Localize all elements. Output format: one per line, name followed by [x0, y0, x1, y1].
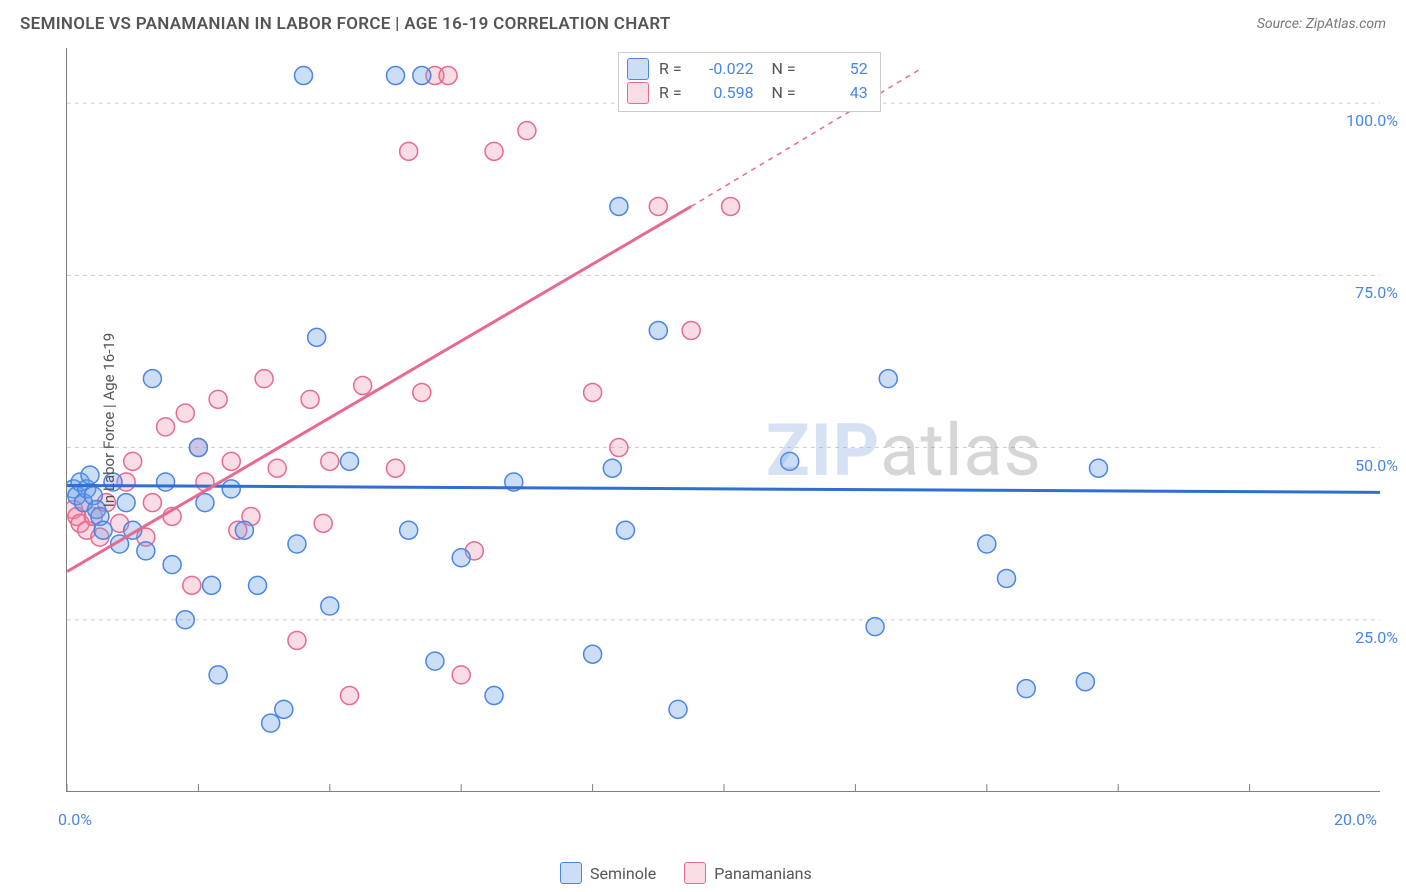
plot-area: In Labor Force | Age 16-19 ZIPatlas R = … [66, 48, 1406, 792]
x-axis: 0.0%20.0% [66, 792, 1406, 820]
stat-n-seminole: 52 [806, 57, 868, 81]
y-tick-label: 25.0% [1355, 628, 1398, 647]
legend-label-seminole: Seminole [590, 864, 656, 883]
swatch-seminole-legend [560, 862, 582, 884]
x-tick-label: 20.0% [1334, 810, 1377, 829]
stat-r-seminole: -0.022 [692, 57, 754, 81]
swatch-seminole [627, 58, 649, 80]
y-tick-label: 75.0% [1355, 283, 1398, 302]
stat-n-label: N = [764, 81, 796, 105]
stat-n-label: N = [764, 57, 796, 81]
scatter-plot [66, 48, 1380, 792]
swatch-panamanian-legend [684, 862, 706, 884]
source-label: Source: ZipAtlas.com [1257, 16, 1386, 32]
legend-item-seminole: Seminole [560, 862, 656, 884]
stat-n-panamanian: 43 [806, 81, 868, 105]
y-axis-label: In Labor Force | Age 16-19 [100, 333, 118, 507]
chart-title: SEMINOLE VS PANAMANIAN IN LABOR FORCE | … [20, 14, 671, 34]
bottom-legend: Seminole Panamanians [560, 862, 812, 884]
swatch-panamanian [627, 82, 649, 104]
legend-item-panamanian: Panamanians [684, 862, 812, 884]
stats-row-seminole: R = -0.022 N = 52 [627, 57, 868, 81]
stat-r-label: R = [659, 57, 682, 81]
y-tick-label: 100.0% [1346, 111, 1398, 130]
stats-box: R = -0.022 N = 52 R = 0.598 N = 43 [618, 52, 881, 112]
x-tick-label: 0.0% [58, 810, 92, 829]
stats-row-panamanian: R = 0.598 N = 43 [627, 81, 868, 105]
y-tick-label: 50.0% [1355, 456, 1398, 475]
stat-r-panamanian: 0.598 [692, 81, 754, 105]
legend-label-panamanian: Panamanians [714, 864, 812, 883]
stat-r-label: R = [659, 81, 682, 105]
